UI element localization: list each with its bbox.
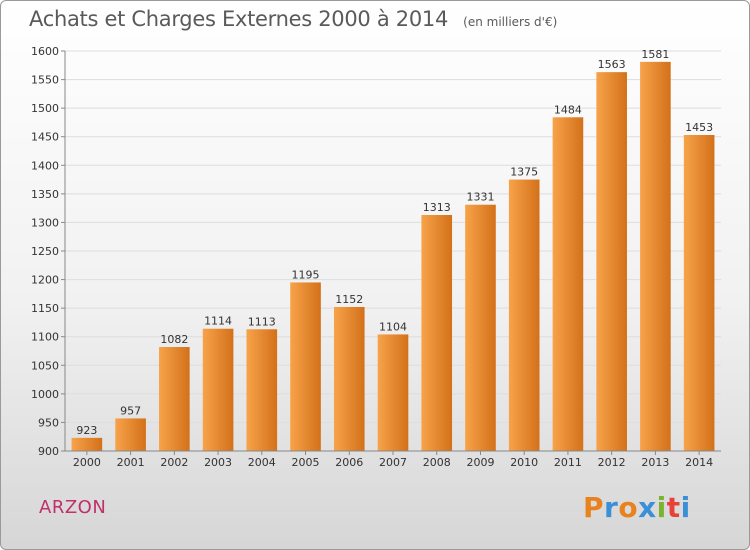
data-label-2009: 1331 [466, 191, 494, 204]
x-tick-label: 2007 [379, 456, 407, 469]
y-tick-label: 1250 [31, 245, 59, 258]
bar-2007 [377, 334, 409, 451]
logo-letter: r [604, 491, 619, 524]
bar-2010 [508, 179, 540, 452]
y-tick-label: 1500 [31, 102, 59, 115]
data-label-2010: 1375 [510, 166, 538, 179]
bar-2003 [202, 328, 234, 451]
chart-header: Achats et Charges Externes 2000 à 2014 (… [29, 7, 557, 31]
y-tick-label: 1300 [31, 216, 59, 229]
x-tick-label: 2012 [598, 456, 626, 469]
data-label-2003: 1114 [204, 315, 232, 328]
data-label-2007: 1104 [379, 320, 407, 333]
data-label-2000: 923 [76, 424, 97, 437]
data-label-2013: 1581 [641, 48, 669, 61]
x-tick-label: 2013 [641, 456, 669, 469]
commune-name: ARZON [39, 497, 107, 518]
data-label-2004: 1113 [248, 315, 276, 328]
y-tick-label: 1000 [31, 388, 59, 401]
data-label-2006: 1152 [335, 293, 363, 306]
logo-letter: o [618, 491, 639, 524]
bar-2013 [640, 61, 671, 451]
y-tick-label: 1550 [31, 74, 59, 87]
y-tick-label: 1400 [31, 159, 59, 172]
data-label-2014: 1453 [685, 121, 713, 134]
bar-2001 [115, 418, 146, 451]
proxiti-logo[interactable]: Proxiti [583, 491, 691, 524]
data-label-2005: 1195 [292, 268, 320, 281]
y-tick-label: 1600 [31, 45, 59, 58]
bar-2006 [333, 307, 365, 451]
x-tick-label: 2003 [204, 456, 232, 469]
data-label-2002: 1082 [160, 333, 188, 346]
logo-letter: t [666, 491, 681, 524]
x-tick-label: 2006 [335, 456, 363, 469]
y-tick-label: 950 [38, 416, 59, 429]
bar-2008 [421, 215, 453, 451]
bar-2014 [683, 135, 715, 451]
x-tick-label: 2009 [466, 456, 494, 469]
x-tick-label: 2010 [510, 456, 538, 469]
logo-letter: i [656, 491, 667, 524]
y-tick-label: 1350 [31, 188, 59, 201]
y-tick-label: 1450 [31, 131, 59, 144]
y-tick-label: 1150 [31, 302, 59, 315]
x-tick-label: 2008 [423, 456, 451, 469]
bar-2004 [246, 329, 278, 451]
logo-letter: x [638, 491, 657, 524]
logo-letter: i [680, 491, 691, 524]
y-tick-label: 1050 [31, 359, 59, 372]
bar-2000 [71, 437, 103, 451]
chart-unit: (en milliers d'€) [463, 15, 558, 29]
bar-layer [71, 61, 715, 452]
bar-2012 [596, 72, 627, 452]
bar-2011 [552, 117, 584, 452]
y-tick-label: 900 [38, 445, 59, 458]
x-tick-label: 2004 [248, 456, 276, 469]
bar-2005 [290, 282, 321, 451]
x-tick-label: 2000 [73, 456, 101, 469]
chart-title: Achats et Charges Externes 2000 à 2014 [29, 7, 449, 31]
bar-2009 [465, 204, 496, 451]
data-label-2001: 957 [120, 404, 141, 417]
data-label-2008: 1313 [423, 201, 451, 214]
x-tick-label: 2001 [117, 456, 145, 469]
x-tick-label: 2005 [292, 456, 320, 469]
logo-letter: P [583, 491, 605, 524]
axis-layer: 900 950 1000 1050 1100 1150 1200 1250 1300 1350 14… [31, 45, 721, 469]
data-label-2012: 1563 [598, 58, 626, 71]
y-tick-label: 1200 [31, 274, 59, 287]
data-label-2011: 1484 [554, 103, 582, 116]
x-tick-label: 2014 [685, 456, 713, 469]
y-tick-label: 1100 [31, 331, 59, 344]
label-layer: 923 957 1082 1114 1113 1195 1152 1104 1313 1331 13… [76, 48, 713, 437]
bar-2002 [159, 347, 190, 451]
x-tick-label: 2011 [554, 456, 582, 469]
x-tick-label: 2002 [160, 456, 188, 469]
